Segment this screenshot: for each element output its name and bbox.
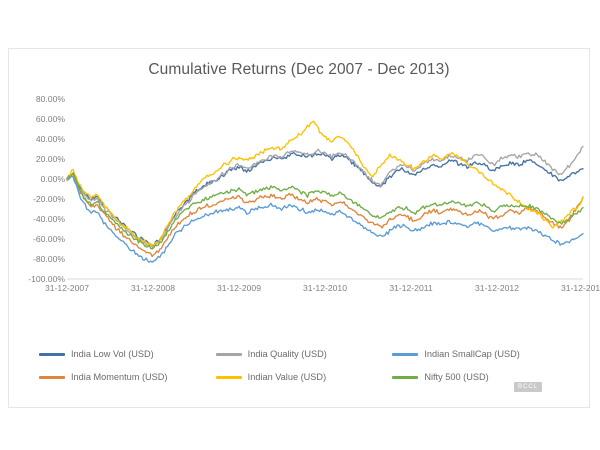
x-axis-tick: 31-12-2010	[303, 283, 347, 293]
legend-label: Nifty 500 (USD)	[424, 372, 489, 382]
series-line	[66, 172, 584, 258]
y-axis-tick: -60.00%	[32, 234, 65, 244]
legend-label: Indian Value (USD)	[247, 372, 327, 382]
legend-label: Indian SmallCap (USD)	[424, 349, 520, 359]
legend-item[interactable]: India Momentum (USD)	[39, 372, 216, 382]
legend-item[interactable]: Indian Value (USD)	[215, 372, 393, 382]
series-line	[66, 145, 584, 248]
x-axis-tick: 31-12-2008	[131, 283, 175, 293]
y-axis-tick: 20.00%	[35, 154, 65, 164]
y-axis-tick: 0.00%	[40, 174, 65, 184]
x-axis-tick: 31-12-2013	[561, 283, 600, 293]
plot-area: 80.00% 60.00% 40.00% 20.00% 0.00% -20.00% -40.…	[9, 49, 600, 409]
x-axis-tick: 31-12-2009	[217, 283, 261, 293]
legend-item[interactable]: India Low Vol (USD)	[39, 349, 216, 359]
y-axis-tick: -40.00%	[32, 214, 65, 224]
chart-title: Cumulative Returns (Dec 2007 - Dec 2013)	[148, 61, 450, 78]
legend-color-swatch	[215, 352, 242, 356]
series-line	[66, 120, 584, 247]
legend-label: India Low Vol (USD)	[71, 349, 154, 359]
y-axis-tick: -100.00%	[28, 274, 65, 284]
y-axis-tick: 60.00%	[35, 114, 65, 124]
bccl-watermark: BCCL	[514, 382, 543, 392]
x-axis-tick: 31-12-2012	[475, 283, 519, 293]
chart-legend: India Low Vol (USD) India Quality (USD) In…	[39, 349, 569, 382]
y-axis-tick: 80.00%	[35, 94, 65, 104]
series-line	[66, 175, 584, 263]
legend-color-swatch	[392, 375, 419, 379]
y-axis-tick: 40.00%	[35, 134, 65, 144]
y-axis-tick: -20.00%	[32, 194, 65, 204]
legend-label: India Momentum (USD)	[71, 372, 168, 382]
legend-item[interactable]: Indian SmallCap (USD)	[392, 349, 569, 359]
y-axis-labels: 80.00% 60.00% 40.00% 20.00% 0.00% -20.00% -40.…	[9, 49, 65, 409]
legend-color-swatch	[39, 375, 65, 379]
y-axis-tick: -80.00%	[32, 254, 65, 264]
series-line	[66, 172, 584, 250]
x-axis-tick: 31-12-2011	[389, 283, 433, 293]
legend-color-swatch	[39, 352, 65, 356]
legend-item[interactable]: Nifty 500 (USD)	[392, 372, 569, 382]
legend-item[interactable]: India Quality (USD)	[215, 349, 393, 359]
series-line	[66, 151, 584, 247]
series-lines	[66, 120, 584, 280]
legend-color-swatch	[392, 352, 419, 356]
legend-color-swatch	[215, 375, 242, 379]
x-axis-tick: 31-12-2007	[45, 283, 89, 293]
chart-card: Cumulative Returns (Dec 2007 - Dec 2013)…	[8, 48, 600, 409]
legend-label: India Quality (USD)	[247, 349, 327, 359]
